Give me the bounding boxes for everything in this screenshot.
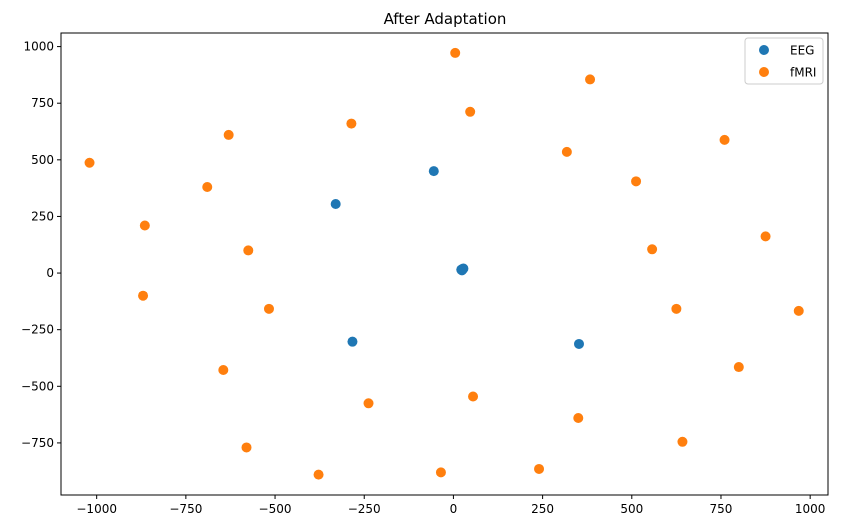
fmri-point [760,231,771,242]
x-axis: −1000 −750 −500 −250 0 250 500 750 1000 [76,495,825,516]
legend-marker-eeg [759,45,769,55]
fmri-point [671,303,682,314]
fmri-point [677,436,688,447]
data-points [84,47,804,480]
x-tick-label: 750 [710,502,733,516]
eeg-point [330,198,341,209]
eeg-point [347,336,358,347]
x-tick-label: 1000 [795,502,826,516]
fmri-point [313,469,324,480]
y-tick-label: −750 [21,436,54,450]
y-tick-label: −250 [21,323,54,337]
fmri-point [241,442,252,453]
fmri-point [138,290,149,301]
eeg-point [428,166,439,177]
fmri-point [647,244,658,255]
fmri-point [719,134,730,145]
legend: EEG fMRI [744,37,824,85]
y-tick-label: −500 [21,379,54,393]
fmri-point [450,47,461,58]
fmri-point [263,303,274,314]
fmri-point [363,398,374,409]
fmri-point [218,364,229,375]
y-tick-label: 0 [46,266,54,280]
fmri-point [435,467,446,478]
eeg-point [573,338,584,349]
fmri-point [573,413,584,423]
axes-frame [60,32,829,496]
y-tick-label: 500 [31,153,54,167]
eeg-point [456,265,467,276]
x-tick-label: −500 [259,502,292,516]
fmri-point [733,362,744,373]
fmri-point [793,305,804,316]
fmri-point [468,391,479,402]
fmri-point [223,129,234,140]
fmri-point [202,182,213,192]
fmri-point [84,157,95,168]
x-tick-label: 0 [450,502,458,516]
legend-marker-fmri [759,67,769,77]
legend-label-eeg: EEG [790,44,814,58]
y-tick-label: 1000 [23,40,54,54]
fmri-point [243,245,254,256]
legend-label-fmri: fMRI [790,66,816,80]
x-tick-label: 500 [620,502,643,516]
fmri-point [534,463,545,474]
fmri-point [561,146,572,157]
x-tick-label: −750 [169,502,202,516]
x-tick-label: 250 [531,502,554,516]
fmri-point [631,176,642,187]
fmri-point [346,118,357,129]
x-tick-label: −250 [348,502,381,516]
x-tick-label: −1000 [76,502,117,516]
fmri-point [139,220,150,231]
y-tick-label: 250 [31,209,54,223]
y-axis: −750 −500 −250 0 250 500 750 1000 [21,40,61,450]
y-tick-label: 750 [31,96,54,110]
fmri-point [585,74,596,85]
chart-title: After Adaptation [384,10,507,28]
fmri-point [465,106,476,117]
